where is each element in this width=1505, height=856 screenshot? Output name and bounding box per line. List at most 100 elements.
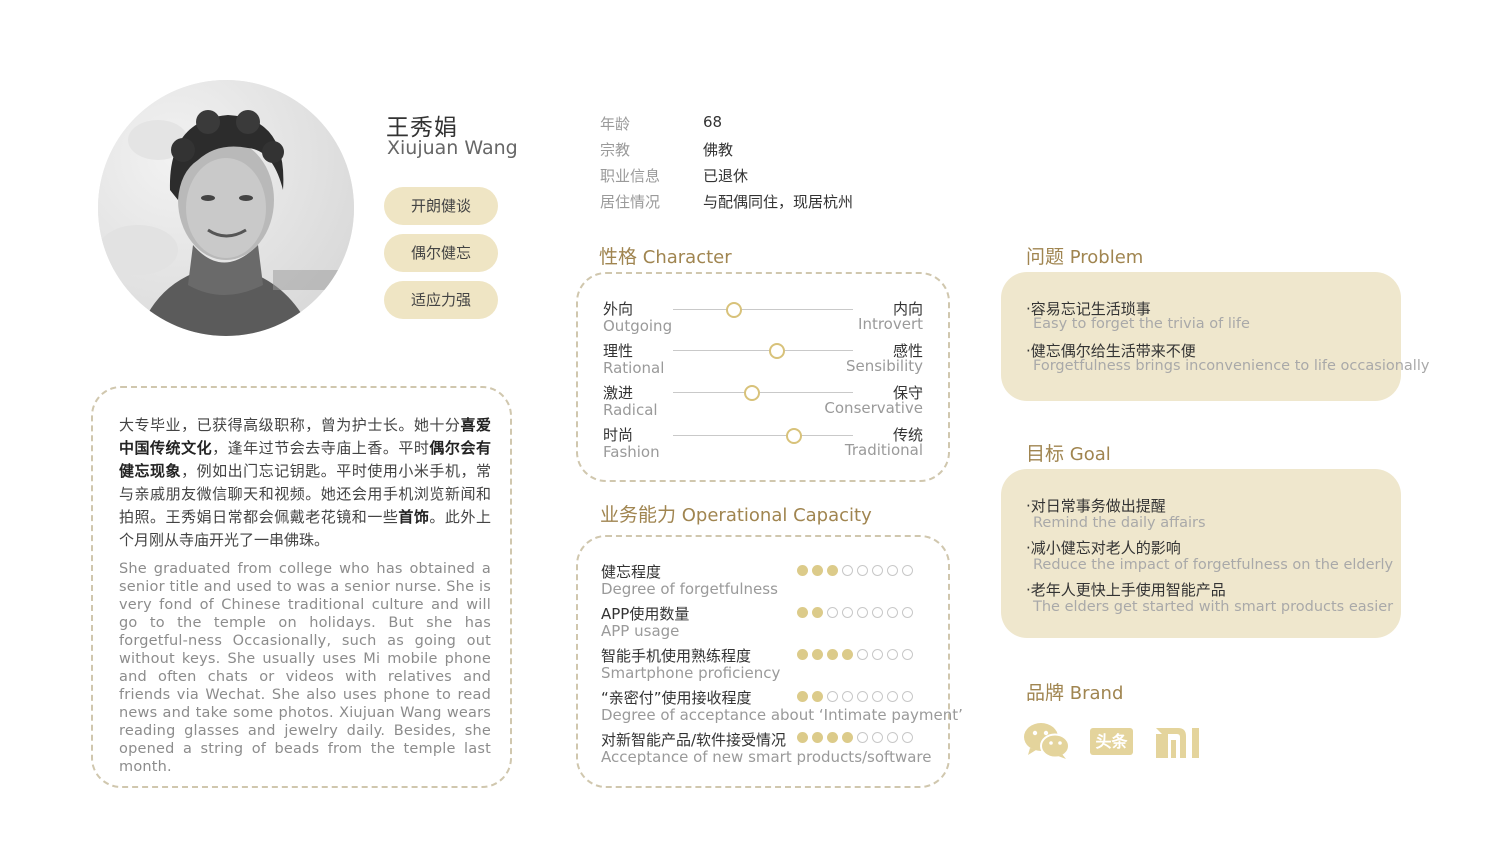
rating-dot-filled xyxy=(812,732,823,743)
tag-adaptable: 适应力强 xyxy=(384,281,498,319)
rating-dot-empty xyxy=(872,691,883,702)
avatar xyxy=(98,80,354,336)
capacity-label-cn: 对新智能产品/软件接受情况 xyxy=(601,731,787,749)
rating-dot-empty xyxy=(872,565,883,576)
trait-right-en: Sensibility xyxy=(845,357,923,375)
capacity-title-cn: 业务能力 xyxy=(600,504,677,526)
info-value-occupation: 已退休 xyxy=(703,167,749,185)
capacity-label-en: APP usage xyxy=(601,622,680,640)
goal-title-cn: 目标 xyxy=(1026,443,1065,465)
portrait-image xyxy=(98,80,354,336)
rating-dot-empty xyxy=(902,732,913,743)
rating-dot-empty xyxy=(887,732,898,743)
bio-cn-highlight: 喜爱中国传统文化 xyxy=(119,416,491,457)
rating-dot-filled xyxy=(797,607,808,618)
capacity-title: 业务能力 Operational Capacity xyxy=(600,500,872,527)
capacity-label-cn: 智能手机使用熟练程度 xyxy=(601,647,752,665)
problem-title: 问题 Problem xyxy=(1026,242,1143,269)
bio-cn-part: 。此外上个月刚从寺庙开光了一串佛珠。 xyxy=(119,508,491,549)
rating-dot-empty xyxy=(857,607,868,618)
rating-dot-filled xyxy=(827,649,838,660)
capacity-label-en: Degree of forgetfulness xyxy=(601,580,778,598)
goal-item-cn: ·减小健忘对老人的影响 xyxy=(1026,539,1181,557)
trait-left-en: Radical xyxy=(603,401,658,419)
brand-title: 品牌 Brand xyxy=(1026,678,1123,705)
problem-panel xyxy=(1001,272,1401,401)
info-label-religion: 宗教 xyxy=(600,141,631,159)
rating-dot-empty xyxy=(902,607,913,618)
toutiao-icon: 头条 xyxy=(1090,728,1133,755)
rating-dot-empty xyxy=(842,607,853,618)
rating-dot-filled xyxy=(827,565,838,576)
capacity-rating xyxy=(797,649,913,660)
capacity-panel xyxy=(576,535,950,788)
rating-dot-empty xyxy=(857,732,868,743)
bio-cn-part: ，例如出门忘记钥匙。平时使用小米手机，常与亲戚朋友微信聊天和视频。她还会用手机浏… xyxy=(119,462,491,526)
info-value-religion: 佛教 xyxy=(703,141,734,159)
brand-title-cn: 品牌 xyxy=(1026,682,1065,704)
rating-dot-filled xyxy=(812,607,823,618)
trait-knob-radical[interactable] xyxy=(744,385,761,401)
character-panel xyxy=(576,272,950,482)
rating-dot-empty xyxy=(827,607,838,618)
problem-item-en: Forgetfulness brings inconvenience to li… xyxy=(1033,358,1430,374)
rating-dot-empty xyxy=(872,607,883,618)
rating-dot-empty xyxy=(872,649,883,660)
bio-text-cn: 大专毕业，已获得高级职称，曾为护士长。她十分喜爱中国传统文化，逢年过节会去寺庙上… xyxy=(119,414,491,552)
info-label-occupation: 职业信息 xyxy=(600,167,661,185)
goal-item-en: Reduce the impact of forgetfulness on th… xyxy=(1033,557,1394,573)
trait-left-cn: 激进 xyxy=(603,384,634,402)
rating-dot-empty xyxy=(842,691,853,702)
xiaomi-icon xyxy=(1156,728,1200,762)
trait-knob-rational[interactable] xyxy=(769,343,786,359)
rating-dot-empty xyxy=(872,732,883,743)
trait-left-cn: 外向 xyxy=(603,300,634,318)
goal-title: 目标 Goal xyxy=(1026,439,1111,466)
persona-name-en: Xiujuan Wang xyxy=(387,137,518,159)
trait-right-en: Traditional xyxy=(844,441,923,459)
trait-left-en: Outgoing xyxy=(603,317,673,335)
rating-dot-filled xyxy=(812,649,823,660)
trait-knob-fashion[interactable] xyxy=(785,428,802,444)
rating-dot-filled xyxy=(797,565,808,576)
goal-item-cn: ·老年人更快上手使用智能产品 xyxy=(1026,581,1226,599)
rating-dot-filled xyxy=(797,732,808,743)
trait-track xyxy=(673,309,853,310)
trait-track xyxy=(673,350,853,351)
rating-dot-filled xyxy=(827,732,838,743)
trait-left-cn: 理性 xyxy=(603,342,634,360)
trait-right-cn: 内向 xyxy=(892,300,923,318)
bio-cn-highlight: 首饰 xyxy=(398,508,430,526)
character-title-cn: 性格 xyxy=(599,246,638,268)
rating-dot-empty xyxy=(857,565,868,576)
capacity-label-en: Smartphone proficiency xyxy=(601,664,781,682)
bio-cn-part: ，逢年过节会去寺庙上香。平时 xyxy=(212,439,430,457)
trait-knob-outgoing[interactable] xyxy=(726,302,743,318)
capacity-label-en: Degree of acceptance about ‘Intimate pay… xyxy=(601,706,963,724)
trait-left-en: Rational xyxy=(603,359,665,377)
bio-cn-part: 大专毕业，已获得高级职称，曾为护士长。她十分 xyxy=(119,416,461,434)
rating-dot-empty xyxy=(857,691,868,702)
capacity-rating xyxy=(797,691,913,702)
rating-dot-empty xyxy=(857,649,868,660)
goal-title-en: Goal xyxy=(1069,444,1111,465)
bio-panel xyxy=(91,386,512,788)
problem-title-en: Problem xyxy=(1069,247,1144,268)
tag-forgetful: 偶尔健忘 xyxy=(384,234,498,272)
trait-right-en: Conservative xyxy=(824,399,923,417)
rating-dot-filled xyxy=(812,565,823,576)
rating-dot-empty xyxy=(887,649,898,660)
capacity-label-cn: APP使用数量 xyxy=(601,605,690,623)
persona-name-cn: 王秀娟 xyxy=(386,115,458,141)
tag-outgoing: 开朗健谈 xyxy=(384,187,498,225)
wechat-icon xyxy=(1024,722,1070,764)
capacity-rating xyxy=(797,732,913,743)
rating-dot-filled xyxy=(797,649,808,660)
trait-left-en: Fashion xyxy=(603,443,660,461)
goal-item-cn: ·对日常事务做出提醒 xyxy=(1026,497,1166,515)
trait-right-cn: 传统 xyxy=(892,426,923,444)
problem-item-cn: ·健忘偶尔给生活带来不便 xyxy=(1026,342,1196,360)
rating-dot-empty xyxy=(827,691,838,702)
rating-dot-empty xyxy=(902,565,913,576)
info-label-age: 年龄 xyxy=(600,115,631,133)
